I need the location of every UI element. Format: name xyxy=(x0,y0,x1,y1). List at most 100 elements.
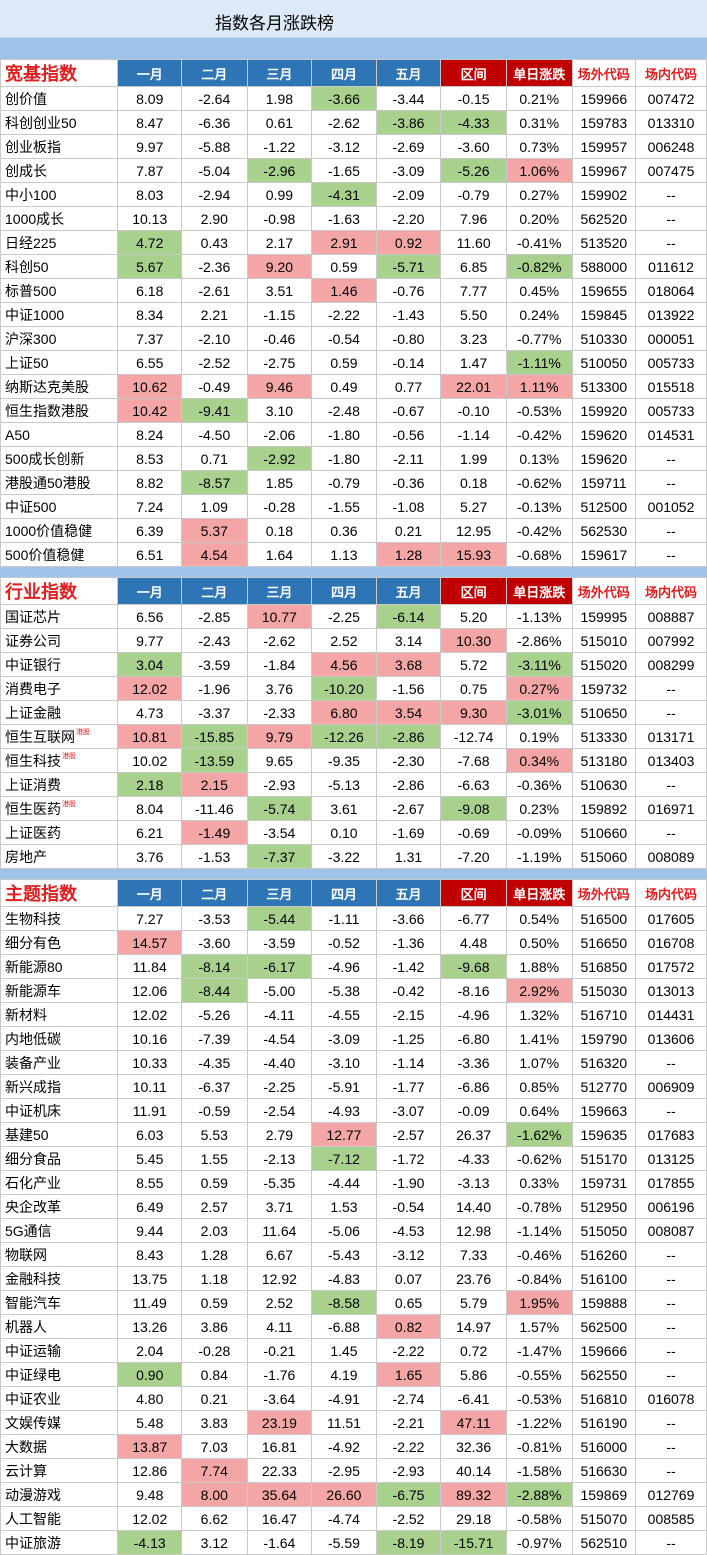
value-cell: 000051 xyxy=(635,326,707,351)
column-header: 四月 xyxy=(311,879,377,907)
index-name-label: 上证医药 xyxy=(5,824,61,841)
value-cell: -1.56 xyxy=(375,676,442,701)
index-name: 港股通50港股 xyxy=(0,470,119,495)
value-cell: 0.64% xyxy=(505,1098,573,1123)
value-cell: 3.54 xyxy=(375,700,442,725)
value-cell: 6.85 xyxy=(440,254,507,279)
value-cell: 159655 xyxy=(571,278,637,303)
value-cell: -7.20 xyxy=(440,844,507,869)
value-cell: 13.87 xyxy=(117,1434,182,1459)
value-cell: -9.35 xyxy=(311,748,377,773)
value-cell: 22.33 xyxy=(246,1458,313,1483)
index-name-label: 上证金融 xyxy=(5,704,61,721)
value-cell: 13.75 xyxy=(117,1266,182,1291)
index-name-label: 中证绿电 xyxy=(5,1366,61,1383)
value-cell: -6.80 xyxy=(440,1026,507,1051)
value-cell: 3.04 xyxy=(117,652,182,677)
value-cell: -1.53 xyxy=(180,844,248,869)
value-cell: 9.20 xyxy=(246,254,313,279)
value-cell: 6.56 xyxy=(117,604,182,629)
index-name-label: 新能源车 xyxy=(5,982,61,999)
value-cell: -7.68 xyxy=(440,748,507,773)
value-cell: -3.59 xyxy=(180,652,248,677)
index-name: 基建50 xyxy=(0,1122,119,1147)
value-cell: -1.62% xyxy=(505,1122,573,1147)
index-name: 1000成长 xyxy=(0,206,119,231)
value-cell: -1.11% xyxy=(505,350,573,375)
value-cell: -3.12 xyxy=(375,1242,442,1267)
value-cell: 159920 xyxy=(571,398,637,423)
column-header: 场外代码 xyxy=(571,577,637,605)
index-name-label: 新能源80 xyxy=(5,958,63,975)
value-cell: 6.67 xyxy=(246,1242,313,1267)
value-cell: -8.44 xyxy=(180,978,248,1003)
index-name: 中证1000 xyxy=(0,302,119,327)
value-cell: 23.76 xyxy=(440,1266,507,1291)
value-cell: -1.13% xyxy=(505,604,573,629)
value-cell: -5.74 xyxy=(246,796,313,821)
value-cell: 159967 xyxy=(571,158,637,183)
value-cell: -4.53 xyxy=(375,1218,442,1243)
table-row: 标普500 6.18 -2.61 3.51 1.46 -0.76 7.77 0.45% 1596… xyxy=(0,278,707,303)
value-cell: 8.24 xyxy=(117,422,182,447)
value-cell: -6.63 xyxy=(440,772,507,797)
column-header: 区间 xyxy=(440,59,507,87)
value-cell: -8.19 xyxy=(375,1530,442,1555)
value-cell: -1.76 xyxy=(246,1362,313,1387)
value-cell: 1.85 xyxy=(246,470,313,495)
value-cell: 0.21 xyxy=(375,518,442,543)
table-row: 纳斯达克美股 10.62 -0.49 9.46 0.49 0.77 22.01 1.11% 51… xyxy=(0,374,707,399)
value-cell: 0.59 xyxy=(311,254,377,279)
value-cell: 10.33 xyxy=(117,1050,182,1075)
value-cell: -0.41% xyxy=(505,230,573,255)
value-cell: 0.20% xyxy=(505,206,573,231)
value-cell: 14.97 xyxy=(440,1314,507,1339)
value-cell: 9.77 xyxy=(117,628,182,653)
value-cell: -7.37 xyxy=(246,844,313,869)
value-cell: 159892 xyxy=(571,796,637,821)
index-name-label: 科创50 xyxy=(5,258,49,275)
value-cell: 5.27 xyxy=(440,494,507,519)
value-cell: -- xyxy=(635,1050,707,1075)
value-cell: -- xyxy=(635,1314,707,1339)
value-cell: 13.26 xyxy=(117,1314,182,1339)
value-cell: -3.59 xyxy=(246,930,313,955)
index-name-label: 创价值 xyxy=(5,90,47,107)
value-cell: 510330 xyxy=(571,326,637,351)
table-row: 科创创业50 8.47 -6.36 0.61 -2.62 -3.86 -4.33 0.31% 1… xyxy=(0,110,707,135)
table-row: 基建50 6.03 5.53 2.79 12.77 -2.57 26.37 -1.62% 159… xyxy=(0,1122,707,1147)
table-row: A50 8.24 -4.50 -2.06 -1.80 -0.56 -1.14 -0.42% 15… xyxy=(0,422,707,447)
value-cell: 0.13% xyxy=(505,446,573,471)
value-cell: 1.28 xyxy=(375,542,442,567)
value-cell: 516650 xyxy=(571,930,637,955)
column-header: 场内代码 xyxy=(635,879,707,907)
value-cell: 013403 xyxy=(635,748,707,773)
value-cell: -0.55% xyxy=(505,1362,573,1387)
value-cell: 0.75 xyxy=(440,676,507,701)
value-cell: -4.31 xyxy=(311,182,377,207)
value-cell: 6.55 xyxy=(117,350,182,375)
index-name: 内地低碳 xyxy=(0,1026,119,1051)
value-cell: 7.96 xyxy=(440,206,507,231)
table-row: 500成长创新 8.53 0.71 -2.92 -1.80 -2.11 1.99 0.13% 1… xyxy=(0,446,707,471)
value-cell: -12.26 xyxy=(311,724,377,749)
value-cell: -6.41 xyxy=(440,1386,507,1411)
value-cell: 4.72 xyxy=(117,230,182,255)
value-cell: 3.76 xyxy=(246,676,313,701)
value-cell: -2.64 xyxy=(180,86,248,111)
value-cell: 0.85% xyxy=(505,1074,573,1099)
value-cell: 9.30 xyxy=(440,700,507,725)
value-cell: 516630 xyxy=(571,1458,637,1483)
index-name-label: 生物科技 xyxy=(5,910,61,927)
value-cell: 516320 xyxy=(571,1050,637,1075)
value-cell: -- xyxy=(635,1434,707,1459)
value-cell: 2.57 xyxy=(180,1194,248,1219)
value-cell: 562500 xyxy=(571,1314,637,1339)
value-cell: -- xyxy=(635,230,707,255)
value-cell: 2.90 xyxy=(180,206,248,231)
value-cell: -2.88% xyxy=(505,1482,573,1507)
value-cell: -1.19% xyxy=(505,844,573,869)
value-cell: 2.91 xyxy=(311,230,377,255)
index-name-label: 标普500 xyxy=(5,282,57,299)
table-row: 机器人 13.26 3.86 4.11 -6.88 0.82 14.97 1.57% 56250… xyxy=(0,1314,707,1339)
